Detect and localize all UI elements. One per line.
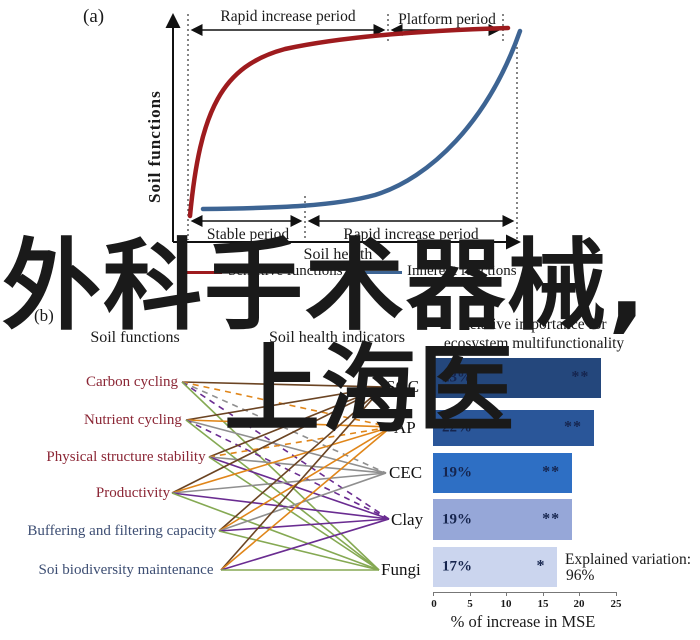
legend-label-sensitive: Sensitive functions (228, 263, 343, 279)
legend-label-inherent: Inherent functions (407, 263, 517, 279)
tick-label-5: 5 (467, 598, 473, 610)
network-edge-carbon-soc (181, 381, 384, 388)
col-header-importance-line2: ecosystem multifunctionality (443, 335, 625, 352)
network-svg (171, 381, 392, 571)
network-edge-nutrient-clay (185, 419, 390, 520)
importance-bar-cec: 19% ** (433, 453, 573, 493)
bar-significance-cec: ** (542, 463, 561, 481)
col-header-importance-line1: Relative importance for (459, 316, 607, 333)
bar-significance-fungi: * (536, 557, 546, 575)
network-edge-productivity-soc (171, 386, 384, 494)
panel-a-plot (165, 13, 523, 250)
tick-label-25: 25 (610, 598, 622, 610)
network-edge-biodiversity-soc (220, 386, 384, 571)
network-edge-physical-fungi (208, 456, 380, 571)
network-edge-nutrient-cec (185, 419, 387, 474)
network-edge-biodiversity-clay (220, 518, 390, 571)
network-edge-carbon-ap (181, 381, 392, 428)
bar-x-axis-label: % of increase in MSE (450, 612, 596, 631)
explained-variation-line1: Explained variation: (565, 551, 692, 568)
inherent-functions-curve (200, 28, 523, 212)
tick-25 (616, 592, 617, 596)
tick-10 (506, 592, 507, 596)
network-edge-buffering-ap (218, 426, 392, 532)
label-rapid-increase-top: Rapid increase period (220, 8, 356, 25)
network-edge-physical-soc (208, 386, 384, 458)
importance-bar-clay: 19% ** (433, 499, 573, 540)
tick-label-20: 20 (573, 598, 585, 610)
function-label-buffering-filtering: Buffering and filtering capacity (27, 523, 217, 539)
network-edge-carbon-clay (181, 381, 390, 520)
indicator-label-ap: AP (394, 418, 416, 437)
label-platform: Platform period (398, 11, 496, 28)
tick-label-15: 15 (537, 598, 549, 610)
network-edge-productivity-cec (171, 472, 387, 494)
network-edge-productivity-ap (171, 426, 392, 494)
col-header-soil-health-indicators: Soil health indicators (269, 329, 405, 346)
bar-significance-clay: ** (542, 510, 561, 528)
legend-swatch-sensitive (177, 271, 222, 274)
function-label-nutrient-cycling: Nutrient cycling (84, 412, 182, 428)
bar-significance-soc: ** (571, 368, 590, 386)
network-edge-biodiversity-ap (220, 426, 392, 571)
tick-0 (433, 592, 434, 596)
function-label-carbon-cycling: Carbon cycling (85, 374, 179, 390)
importance-bar-ap: 22% ** (433, 410, 595, 446)
network-edge-nutrient-fungi (185, 419, 380, 571)
bar-value-fungi: 17% (442, 558, 472, 575)
panel-b-label: (b) (34, 306, 54, 325)
network-edge-buffering-fungi (218, 530, 380, 571)
bar-significance-ap: ** (564, 418, 583, 436)
label-stable: Stable period (206, 226, 290, 243)
network-edge-physical-cec (208, 456, 387, 474)
network-edge-nutrient-soc (185, 386, 384, 421)
network-edge-nutrient-ap (185, 419, 392, 428)
function-label-soil-biodiversity: Soi biodiversity maintenance (38, 562, 214, 578)
network-edge-productivity-fungi (171, 492, 380, 571)
indicator-label-soc: SOC (386, 377, 420, 396)
network-edge-buffering-clay (218, 518, 390, 532)
bar-value-ap: 22% (442, 419, 472, 436)
label-rapid-increase-bottom: Rapid increase period (343, 226, 479, 243)
tick-20 (579, 592, 580, 596)
panel-a-label: (a) (83, 6, 105, 27)
importance-bar-soc: 23% ** (433, 358, 602, 398)
indicator-label-clay: Clay (391, 510, 424, 529)
panel-a-x-axis-label: Soil health (303, 246, 373, 263)
network-edge-physical-clay (208, 456, 390, 520)
function-label-physical-structure-stability: Physical structure stability (46, 449, 206, 465)
importance-bar-fungi: 17% * (433, 547, 558, 587)
network-edge-physical-ap (208, 426, 392, 458)
bar-value-clay: 19% (442, 511, 472, 527)
tick-label-10: 10 (500, 598, 512, 610)
sensitive-functions-curve (187, 25, 511, 219)
explained-variation-line2: 96% (566, 567, 595, 584)
network-edge-buffering-soc (218, 386, 384, 532)
tick-5 (470, 592, 471, 596)
bar-axis (433, 592, 617, 593)
indicator-label-fungi: Fungi (381, 560, 421, 579)
bar-value-soc: 23% (442, 369, 472, 386)
col-header-soil-functions: Soil functions (90, 329, 180, 346)
bar-value-cec: 19% (442, 464, 472, 481)
network-edge-productivity-clay (171, 492, 390, 520)
function-label-productivity: Productivity (95, 485, 171, 501)
indicator-label-cec: CEC (389, 463, 423, 482)
tick-label-0: 0 (431, 598, 437, 610)
legend-swatch-inherent (362, 271, 402, 274)
panel-a-y-axis-label: Soil functions (145, 90, 164, 203)
tick-15 (543, 592, 544, 596)
